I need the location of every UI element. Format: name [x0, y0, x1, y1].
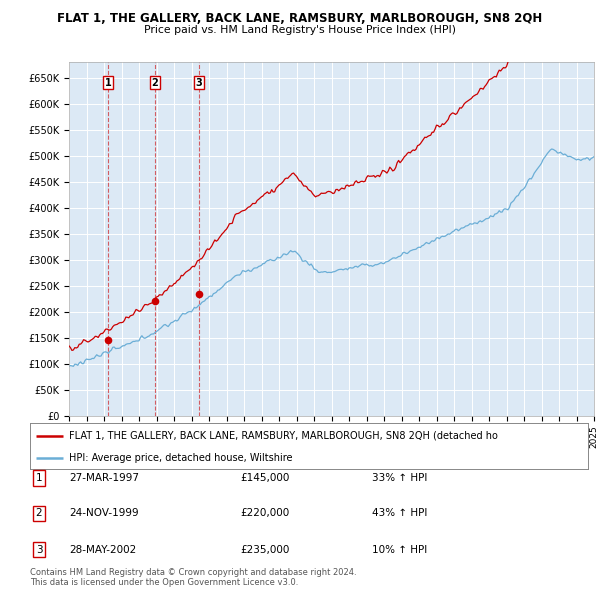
Text: 28-MAY-2002: 28-MAY-2002: [69, 545, 136, 555]
Text: 2: 2: [151, 78, 158, 88]
Text: FLAT 1, THE GALLERY, BACK LANE, RAMSBURY, MARLBOROUGH, SN8 2QH (detached ho: FLAT 1, THE GALLERY, BACK LANE, RAMSBURY…: [69, 431, 498, 441]
Text: 3: 3: [35, 545, 43, 555]
Text: FLAT 1, THE GALLERY, BACK LANE, RAMSBURY, MARLBOROUGH, SN8 2QH: FLAT 1, THE GALLERY, BACK LANE, RAMSBURY…: [58, 12, 542, 25]
Text: £220,000: £220,000: [240, 509, 289, 518]
Text: 3: 3: [196, 78, 202, 88]
Text: 24-NOV-1999: 24-NOV-1999: [69, 509, 139, 518]
Text: HPI: Average price, detached house, Wiltshire: HPI: Average price, detached house, Wilt…: [69, 453, 293, 463]
Text: Contains HM Land Registry data © Crown copyright and database right 2024.: Contains HM Land Registry data © Crown c…: [30, 568, 356, 577]
Text: This data is licensed under the Open Government Licence v3.0.: This data is licensed under the Open Gov…: [30, 578, 298, 587]
Text: 10% ↑ HPI: 10% ↑ HPI: [372, 545, 427, 555]
Text: £145,000: £145,000: [240, 473, 289, 483]
Text: 33% ↑ HPI: 33% ↑ HPI: [372, 473, 427, 483]
Text: 2: 2: [35, 509, 43, 518]
Text: £235,000: £235,000: [240, 545, 289, 555]
Text: 1: 1: [35, 473, 43, 483]
Text: 1: 1: [104, 78, 112, 88]
Text: 43% ↑ HPI: 43% ↑ HPI: [372, 509, 427, 518]
Text: Price paid vs. HM Land Registry's House Price Index (HPI): Price paid vs. HM Land Registry's House …: [144, 25, 456, 35]
Text: 27-MAR-1997: 27-MAR-1997: [69, 473, 139, 483]
